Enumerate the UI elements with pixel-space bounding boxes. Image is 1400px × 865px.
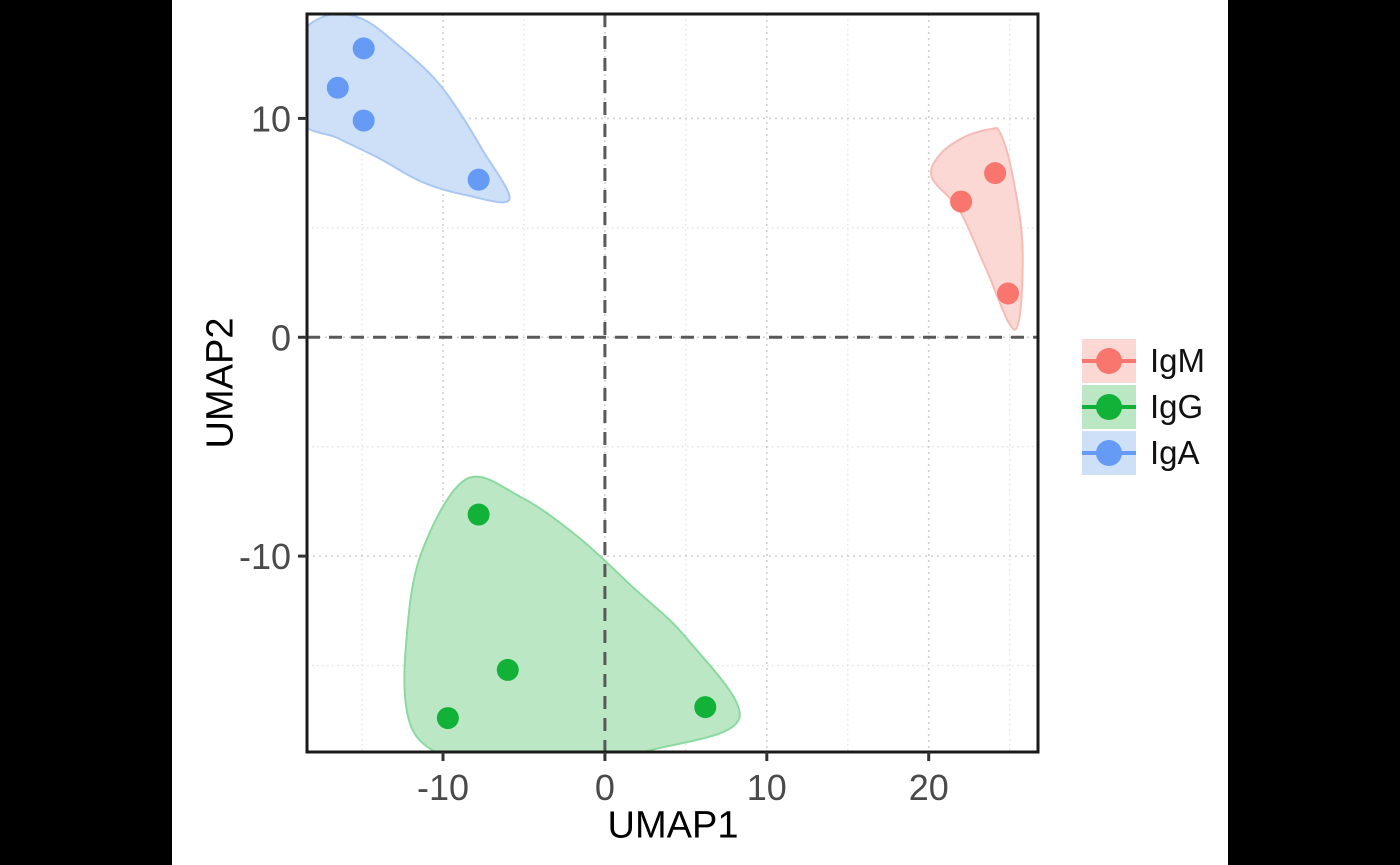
cluster-hulls (307, 14, 1024, 752)
point-iga (352, 109, 375, 132)
point-igm (950, 190, 973, 213)
legend-key-dot (1096, 348, 1122, 374)
legend-key-iga-icon (1082, 431, 1136, 475)
point-igg (467, 503, 490, 526)
hull-igg (403, 475, 741, 752)
data-points (326, 37, 1020, 730)
legend-key-dot (1096, 440, 1122, 466)
x-tick-label: 10 (747, 767, 787, 808)
point-igm (997, 282, 1020, 305)
legend: IgM IgG IgA (1082, 339, 1205, 475)
point-igm (984, 162, 1007, 185)
point-igg (436, 707, 459, 730)
point-igg (694, 696, 717, 719)
scatter-plot: -10 0 10 20 -10 0 10 (239, 12, 1040, 808)
hull-iga (307, 14, 511, 204)
x-axis-title: UMAP1 (607, 804, 739, 847)
letterbox-left (0, 0, 172, 865)
legend-key-dot (1096, 394, 1122, 420)
point-iga (352, 37, 375, 60)
y-tick-label: 10 (251, 98, 291, 139)
legend-entry-igm: IgM (1082, 339, 1205, 383)
point-iga (467, 168, 490, 191)
point-igg (496, 658, 519, 681)
letterbox-right (1228, 0, 1400, 865)
y-axis-title: UMAP2 (199, 317, 242, 449)
legend-entry-igg: IgG (1082, 385, 1205, 429)
reference-lines (307, 14, 1038, 752)
x-tick-label: 20 (909, 767, 949, 808)
legend-key-igm-icon (1082, 339, 1136, 383)
legend-entry-iga: IgA (1082, 431, 1205, 475)
legend-label-iga: IgA (1150, 434, 1200, 471)
umap-figure: -10 0 10 20 -10 0 10 UMAP1 UMAP2 IgM IgG IgA (172, 0, 1228, 865)
axis-ticks: -10 0 10 20 -10 0 10 (239, 98, 949, 808)
y-tick-label: 0 (271, 317, 291, 358)
x-tick-label: 0 (595, 767, 615, 808)
legend-label-igm: IgM (1150, 342, 1206, 379)
point-iga (326, 76, 349, 99)
legend-key-igg-icon (1082, 385, 1136, 429)
y-tick-label: -10 (239, 536, 291, 577)
legend-label-igg: IgG (1150, 388, 1204, 425)
x-tick-label: -10 (417, 767, 469, 808)
panel-border (305, 12, 1040, 754)
